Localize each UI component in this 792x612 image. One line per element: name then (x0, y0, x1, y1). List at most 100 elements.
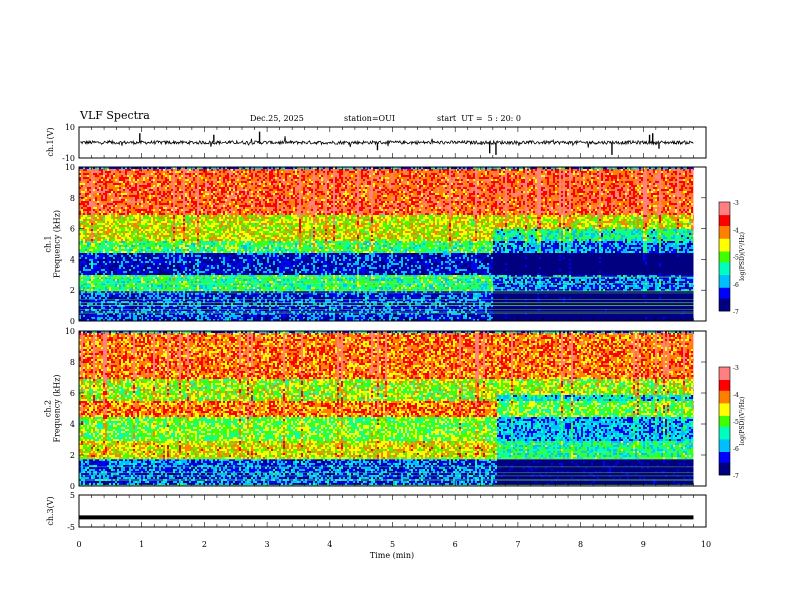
ch1-spectrogram-cell (103, 237, 105, 239)
ch1-spectrogram-cell (91, 223, 93, 225)
ch1-spectrogram-cell (139, 217, 141, 219)
ch1-spectrogram-cell (147, 209, 149, 211)
ch1-spectrogram-cell (205, 171, 207, 173)
ch1-spectrogram-cell (91, 283, 93, 285)
ch1-spectrogram-cell (177, 313, 179, 315)
ch1-spectrogram-cell (115, 175, 117, 177)
ch1-spectrogram-cell (129, 177, 131, 179)
ch1-spectrogram-cell (139, 251, 141, 253)
ch1-spectrogram-cell (89, 201, 91, 203)
ch1-spectrogram-cell (145, 269, 147, 271)
ch1-spectrogram-cell (159, 277, 161, 279)
ch1-spectrogram-cell (199, 283, 201, 285)
ch1-spectrogram-cell (195, 191, 197, 193)
ch1-spectrogram-cell (187, 261, 189, 263)
ch1-spectrogram-cell (181, 267, 183, 269)
ch1-spectrogram-cell (183, 235, 185, 237)
ch1-spectrogram-cell (153, 259, 155, 261)
ch1-spectrogram-cell (149, 187, 151, 189)
ch1-spectrogram-cell (109, 301, 111, 303)
ch1-spectrogram-cell (187, 271, 189, 273)
ch1-spectrogram-cell (95, 239, 97, 241)
ch1-spectrogram-cell (93, 199, 95, 201)
ch1-spectrogram-cell (121, 285, 123, 287)
ch1-spectrogram-cell (109, 231, 111, 233)
ch1-spectrogram-cell (97, 243, 99, 245)
ch1-spectrogram-cell (169, 217, 171, 219)
ch1-spectrogram-cell (119, 291, 121, 293)
ch1-spectrogram-cell (173, 263, 175, 265)
ch1-spectrogram-cell (183, 285, 185, 287)
ch1-spectrogram-cell (101, 249, 103, 251)
ch1-spectrogram-cell (179, 199, 181, 201)
ch1-spectrogram-cell (141, 269, 143, 271)
ch1-spectrogram-cell (169, 265, 171, 267)
ch1-spectrogram-cell (103, 289, 105, 291)
ch1-spectrogram-cell (127, 273, 129, 275)
ch1-spectrogram-cell (123, 195, 125, 197)
ch1-spectrogram-cell (83, 287, 85, 289)
ch1-spectrogram-cell (79, 251, 81, 253)
ch1-spectrogram-cell (167, 267, 169, 269)
ch1-spectrogram-cell (189, 243, 191, 245)
ch1-spectrogram-cell (153, 289, 155, 291)
ch1-spectrogram-cell (161, 239, 163, 241)
ch1-spectrogram-cell (151, 223, 153, 225)
ch1-spectrogram-cell (131, 179, 133, 181)
ch1-spectrogram-cell (197, 223, 199, 225)
ch1-spectrogram-cell (157, 231, 159, 233)
ch1-spectrogram-cell (205, 193, 207, 195)
ch1-spectrogram-cell (83, 303, 85, 305)
ch1-spectrogram-cell (149, 299, 151, 301)
ch1-spectrogram-cell (123, 201, 125, 203)
ch1-spectrogram-cell (117, 235, 119, 237)
ch1-spectrogram-cell (121, 301, 123, 303)
ch1-spectrogram-cell (143, 319, 145, 321)
ch1-spectrogram-cell (79, 171, 81, 173)
ch1-spectrogram-cell (85, 283, 87, 285)
ch1-spectrogram-cell (171, 247, 173, 249)
ch1-spectrogram-cell (105, 221, 107, 223)
ch1-spectrogram-cell (117, 243, 119, 245)
ch1-spectrogram-cell (161, 175, 163, 177)
ch1-spectrogram-cell (143, 199, 145, 201)
ch1-spectrogram-cell (115, 319, 117, 321)
ch1-spectrogram-cell (81, 245, 83, 247)
ch1-spectrogram-cell (109, 213, 111, 215)
ch1-spectrogram-cell (155, 219, 157, 221)
ch1-spectrogram-cell (201, 201, 203, 203)
ch1-spectrogram-cell (81, 313, 83, 315)
ch1-spectrogram-cell (171, 193, 173, 195)
ch1-spectrogram-cell (177, 177, 179, 179)
ch1-spectrogram-cell (91, 175, 93, 177)
ch1-spectrogram-cell (125, 207, 127, 209)
ch1-spectrogram-cell (143, 241, 145, 243)
ch1-spectrogram-cell (115, 279, 117, 281)
ch1-spectrogram-cell (79, 223, 81, 225)
ch1-spectrogram-cell (119, 289, 121, 291)
ch1-spectrogram-cell (89, 309, 91, 311)
ch1-spectrogram-cell (201, 219, 203, 221)
ch1-spectrogram-cell (195, 181, 197, 183)
ch1-spectrogram-cell (119, 315, 121, 317)
ch1-spectrogram-cell (107, 319, 109, 321)
ch1-spectrogram-cell (161, 225, 163, 227)
ch1-spectrogram-cell (119, 201, 121, 203)
ch1-spectrogram-cell (137, 287, 139, 289)
ch1-spectrogram-cell (109, 221, 111, 223)
ch1-spectrogram-cell (165, 241, 167, 243)
ch1-spectrogram-cell (181, 293, 183, 295)
ch1-spectrogram-cell (107, 297, 109, 299)
ch1-spectrogram-cell (203, 183, 205, 185)
ch1-spectrogram-cell (95, 223, 97, 225)
figure-title: VLF Spectra (80, 109, 150, 122)
ch1-spectrogram-cell (109, 195, 111, 197)
ch1-spectrogram-cell (109, 189, 111, 191)
ch1-spectrogram-cell (205, 203, 207, 205)
ch1-spectrogram-cell (149, 177, 151, 179)
ch1-spectrogram-cell (97, 313, 99, 315)
ch1-spectrogram-cell (105, 223, 107, 225)
ch1-spectrogram-cell (183, 257, 185, 259)
ch1-spectrogram-cell (191, 211, 193, 213)
ch1-spectrogram-cell (171, 309, 173, 311)
